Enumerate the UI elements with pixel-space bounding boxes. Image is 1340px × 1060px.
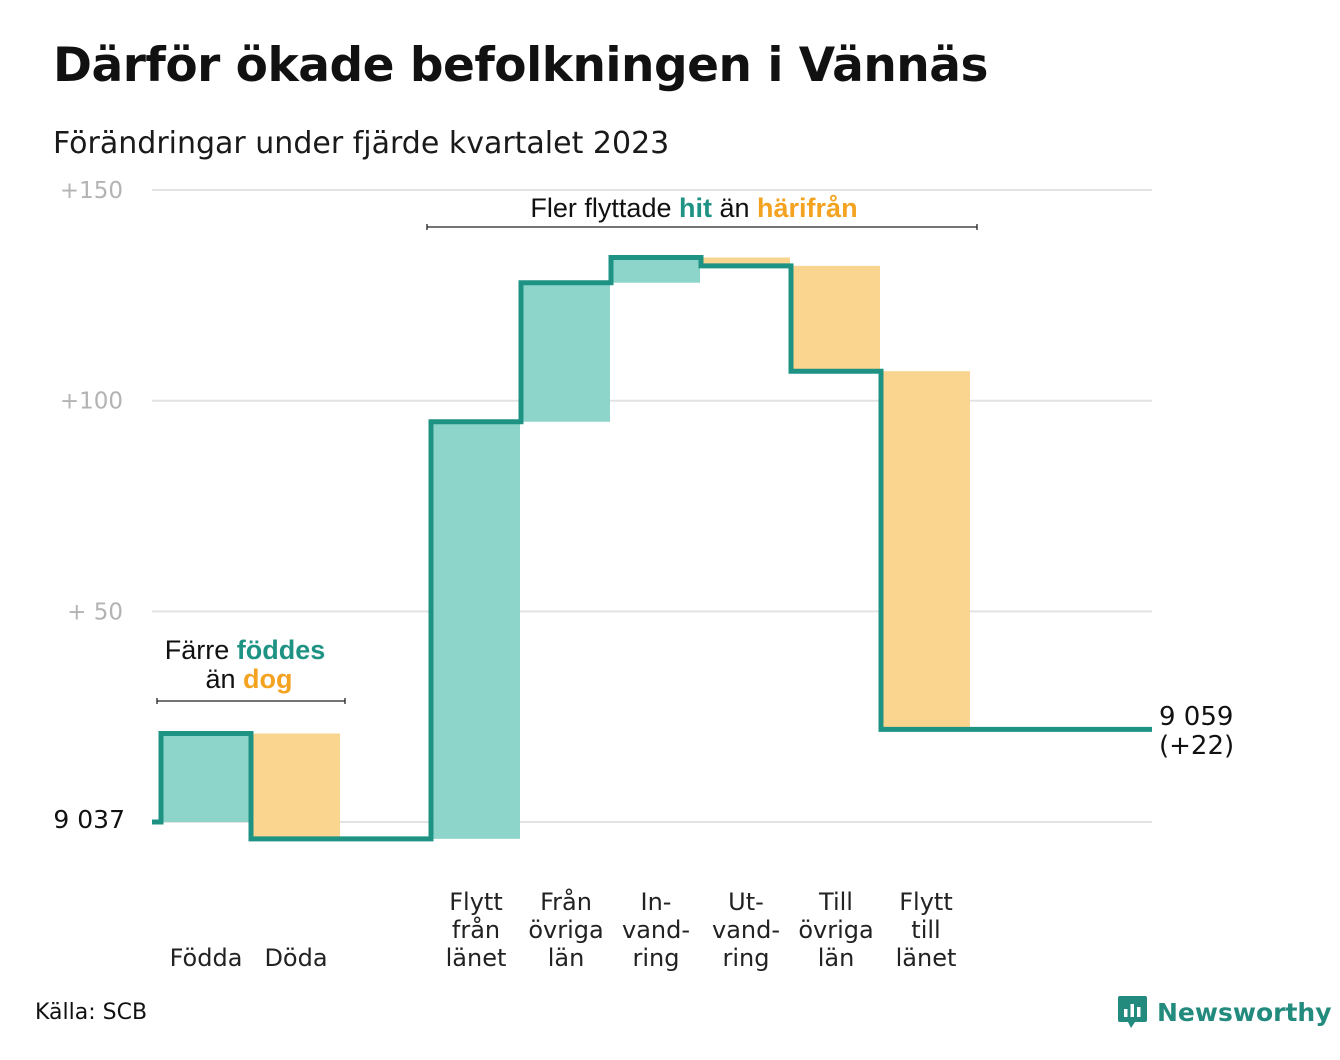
category-label: Flytt: [449, 888, 503, 916]
svg-text:än dog: än dog: [205, 664, 292, 694]
bars: [161, 257, 970, 839]
start-label: 9 037: [53, 805, 125, 834]
category-label: Ut-: [728, 888, 764, 916]
category-label: Döda: [264, 944, 327, 972]
deaths-ann-highlight: dog: [243, 664, 292, 694]
births-bracket: [156, 698, 346, 704]
category-label: till: [911, 916, 940, 944]
bar-decrease: [881, 371, 970, 730]
category-label: övriga: [528, 916, 603, 944]
svg-text:Fler flyttade hit än härifrån: Fler flyttade hit än härifrån: [530, 193, 857, 223]
bar-decrease: [701, 257, 790, 266]
category-label: län: [818, 944, 855, 972]
chart-title: Därför ökade befolkningen i Vännäs: [53, 38, 988, 93]
bar-increase: [521, 282, 610, 422]
end-label-change: (+22): [1159, 731, 1234, 761]
chart-subtitle: Förändringar under fjärde kvartalet 2023: [53, 126, 670, 161]
category-label: Flytt: [899, 888, 953, 916]
category-label: In-: [641, 888, 672, 916]
bar-increase: [611, 257, 700, 283]
births-annotation: Färre föddes än dog: [156, 635, 346, 704]
category-label: Födda: [170, 944, 243, 972]
category-label: vand-: [712, 916, 780, 944]
moves-annotation: Fler flyttade hit än härifrån: [426, 193, 978, 230]
category-label: ring: [633, 944, 680, 972]
bar-increase: [431, 421, 520, 839]
category-label: länet: [446, 944, 507, 972]
brand-logo: Newsworthy: [1117, 994, 1332, 1030]
svg-text:Färre föddes: Färre föddes: [165, 635, 326, 665]
moves-ann-text: Fler flyttade: [530, 193, 679, 223]
brand-name: Newsworthy: [1157, 997, 1332, 1027]
y-tick-label: +100: [60, 389, 123, 415]
category-label: län: [548, 944, 585, 972]
births-ann-text-2: än: [205, 664, 243, 694]
end-label-total: 9 059: [1159, 702, 1233, 732]
moves-bracket: [426, 224, 978, 230]
bar-decrease: [251, 733, 340, 839]
moves-ann-hit: hit: [679, 193, 712, 223]
category-label: Till: [818, 888, 853, 916]
source-note: Källa: SCB: [35, 1000, 148, 1025]
category-label: övriga: [798, 916, 873, 944]
category-label: vand-: [622, 916, 690, 944]
category-label: länet: [896, 944, 957, 972]
y-axis-ticks: + 50 +100 +150: [60, 178, 123, 625]
category-labels: Födda DödaFlyttfrånlänetFrånövrigalänIn-v…: [170, 887, 957, 972]
births-ann-text: Färre: [165, 635, 237, 665]
running-total-line: [152, 254, 1152, 842]
newsworthy-logo-icon: [1118, 996, 1147, 1028]
y-tick-label: +150: [60, 178, 123, 204]
births-ann-highlight: föddes: [237, 635, 326, 665]
y-tick-label: + 50: [67, 599, 123, 625]
bar-decrease: [791, 265, 880, 372]
category-label: Från: [540, 887, 592, 916]
bar-increase: [161, 733, 250, 822]
moves-ann-harifran: härifrån: [757, 193, 858, 223]
category-label: ring: [723, 944, 770, 972]
moves-ann-text-2: än: [712, 193, 757, 223]
category-label: från: [452, 915, 500, 944]
